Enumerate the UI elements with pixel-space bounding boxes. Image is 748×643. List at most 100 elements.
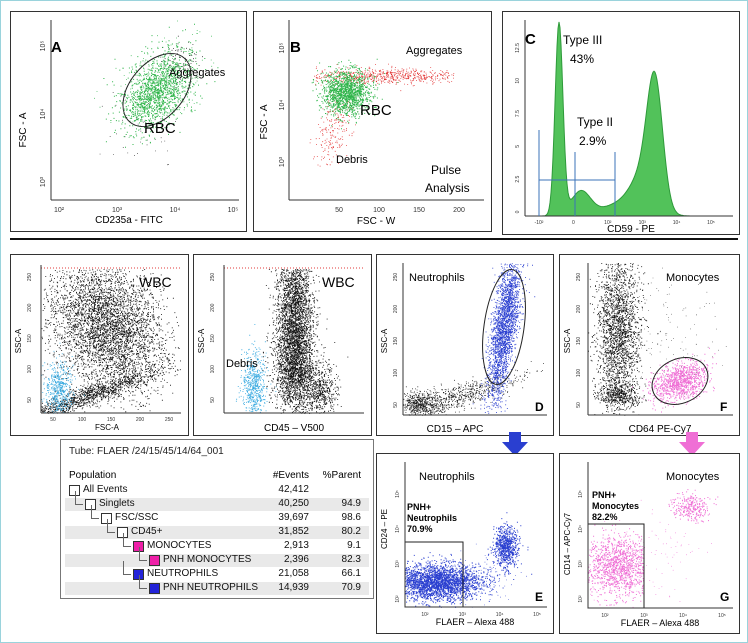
ticksC-label-4: 10 bbox=[515, 78, 521, 84]
dotsF-cloud bbox=[631, 347, 717, 413]
table-row[interactable]: PNH MONOCYTES 2,396 82.3 bbox=[65, 547, 369, 567]
population-color-swatch bbox=[101, 513, 112, 524]
panel-wbc2-plot: WBC Debris SSC-A CD45 – V500 50 100 150 200… bbox=[197, 265, 364, 434]
population-color-swatch bbox=[69, 485, 80, 496]
population-color-swatch bbox=[133, 541, 144, 552]
tree-connector bbox=[75, 491, 83, 505]
dotsG-cloud bbox=[588, 524, 645, 606]
table-row[interactable]: PNH NEUTROPHILS 14,939 70.9 bbox=[65, 575, 369, 595]
ticksW1-label-4: 250 bbox=[27, 273, 33, 282]
panel-e-pnh: PNH+ bbox=[407, 502, 431, 512]
panel-f: Monocytes F SSC-A CD64 PE-Cy7 50 100 150 20… bbox=[559, 254, 740, 436]
panel-d: Neutrophils D SSC-A CD15 – APC 50 100 150 2… bbox=[376, 254, 554, 436]
ticksW2-label-0: 50 bbox=[210, 397, 216, 403]
panel-f-ylabel: SSC-A bbox=[563, 328, 572, 353]
panel-g-title: Monocytes bbox=[666, 471, 720, 483]
population-events: 14,939 bbox=[278, 582, 309, 593]
population-name: CD45+ bbox=[131, 526, 163, 537]
population-events: 31,852 bbox=[278, 526, 309, 537]
panel-b-analysis: Analysis bbox=[425, 181, 470, 195]
panel-c-xlabel: CD59 - PE bbox=[607, 224, 655, 234]
panel-e-plot: Neutrophils PNH+ Neutrophils 70.9% E CD2… bbox=[380, 462, 547, 627]
header-parent: %Parent bbox=[322, 470, 361, 481]
ticksB-label-0: 50 bbox=[335, 207, 343, 214]
table-row[interactable]: MONOCYTES 2,913 9.1 bbox=[65, 533, 369, 553]
ticksW1-label-1: 100 bbox=[78, 417, 87, 423]
panel-c-plot: C Type III 43% Type II 2.9% CD59 - PE -1… bbox=[515, 20, 733, 234]
panel-g-monocytes: Monocytes bbox=[592, 501, 639, 511]
ticksA-label-0: 10³ bbox=[40, 176, 47, 187]
panel-d-title: Neutrophils bbox=[409, 272, 465, 284]
panel-a-dots bbox=[94, 20, 219, 166]
ticksC-label-3: 10³ bbox=[639, 220, 647, 226]
tree-connector bbox=[123, 561, 131, 575]
panel-wbc1-ylabel: SSC-A bbox=[14, 328, 23, 353]
ticksW2-label-2: 150 bbox=[210, 334, 216, 343]
dotsF-cloud bbox=[594, 378, 647, 415]
panel-c-type2-pct: 2.9% bbox=[579, 134, 607, 148]
panel-c-histogram bbox=[525, 21, 715, 217]
panel-d-dots bbox=[403, 263, 544, 416]
dotsE-cloud bbox=[405, 552, 533, 608]
ticksG-label-1: 10³ bbox=[640, 613, 648, 619]
table-row[interactable]: Singlets 40,250 94.9 bbox=[65, 491, 369, 511]
panel-g: Monocytes PNH+ Monocytes 82.2% G CD14 – … bbox=[559, 453, 740, 634]
panel-f-ticks: 50 100 150 200 250 bbox=[576, 273, 582, 408]
population-events: 39,697 bbox=[278, 512, 309, 523]
ticksF-label-1: 100 bbox=[576, 369, 582, 378]
panel-a-ticks: 10² 10³ 10⁴ 10⁵ 10³ 10⁴ 10⁵ bbox=[40, 41, 238, 214]
ticksB-label-2: 10⁵ bbox=[279, 43, 286, 54]
panel-b-plot: B Aggregates RBC Debris Pulse Analysis F… bbox=[259, 20, 484, 227]
dotsB-cloud bbox=[314, 63, 455, 92]
panel-wbc2-ylabel: SSC-A bbox=[197, 328, 206, 353]
ticksW1-label-3: 200 bbox=[27, 303, 33, 312]
ticksD-label-4: 250 bbox=[393, 273, 399, 282]
dotsD-cloud bbox=[472, 263, 536, 414]
ticksD-label-1: 100 bbox=[393, 369, 399, 378]
dotsW2-cloud bbox=[235, 324, 277, 414]
table-row[interactable]: CD45+ 31,852 80.2 bbox=[65, 519, 369, 539]
ticksD-label-0: 50 bbox=[393, 402, 399, 408]
population-color-swatch bbox=[149, 555, 160, 566]
section-divider bbox=[10, 238, 738, 240]
ticksB-label-1: 100 bbox=[373, 207, 385, 214]
ticksC-label-1: 0 bbox=[572, 220, 575, 226]
table-row[interactable]: NEUTROPHILS 21,058 66.1 bbox=[65, 561, 369, 581]
population-color-swatch bbox=[149, 583, 160, 594]
ticksC-label-2: 10² bbox=[604, 220, 612, 226]
ticksB-label-0: 10³ bbox=[279, 156, 286, 167]
ticksC-label-2: 5 bbox=[515, 145, 521, 148]
panel-b-letter: B bbox=[290, 39, 301, 56]
panel-d-ylabel: SSC-A bbox=[380, 328, 389, 353]
panel-b: B Aggregates RBC Debris Pulse Analysis F… bbox=[253, 11, 492, 232]
header-events: #Events bbox=[272, 470, 309, 481]
panel-a: A Aggregates RBC FSC - A CD235a - FITC 1… bbox=[10, 11, 247, 232]
tree-connector bbox=[139, 547, 147, 561]
ticksA-label-3: 10⁵ bbox=[228, 207, 239, 214]
table-row[interactable]: All Events 42,412 bbox=[65, 484, 369, 497]
table-row[interactable]: FSC/SSC 39,697 98.6 bbox=[65, 505, 369, 525]
panel-wbc1-title: WBC bbox=[139, 274, 172, 290]
panel-wbc1-plot: WBC SSC-A FSC-A 50 100 150 200 250 50 100 150 20… bbox=[14, 265, 181, 432]
dotsF-cloud bbox=[588, 263, 659, 416]
dotsW2-cloud bbox=[265, 269, 328, 414]
population-events: 21,058 bbox=[278, 568, 309, 579]
ticksW1-label-3: 200 bbox=[136, 417, 145, 423]
panel-d-letter: D bbox=[535, 400, 544, 414]
ticksW1-label-0: 50 bbox=[27, 397, 33, 403]
ticksC-label-1: 2.5 bbox=[515, 176, 521, 183]
panel-a-rbc-gate bbox=[122, 52, 192, 128]
panel-c-letter: C bbox=[525, 31, 536, 48]
ticksW1-label-1: 100 bbox=[27, 365, 33, 374]
ticksF-label-2: 150 bbox=[576, 337, 582, 346]
population-parent: 80.2 bbox=[341, 526, 361, 537]
panel-c-type2: Type II bbox=[577, 115, 613, 129]
panel-f-monocyte-gate bbox=[651, 357, 709, 405]
panel-e-neutrophils: Neutrophils bbox=[407, 513, 457, 523]
panel-e-xlabel: FLAER – Alexa 488 bbox=[436, 617, 515, 627]
ticksC-label-5: 12.5 bbox=[515, 43, 521, 53]
population-color-swatch bbox=[85, 499, 96, 510]
panel-wbc1-ticks: 50 100 150 200 250 50 100 150 200 250 bbox=[27, 273, 173, 423]
ticksE-label-0: 10² bbox=[421, 612, 429, 618]
panel-a-ylabel: FSC - A bbox=[18, 112, 29, 147]
